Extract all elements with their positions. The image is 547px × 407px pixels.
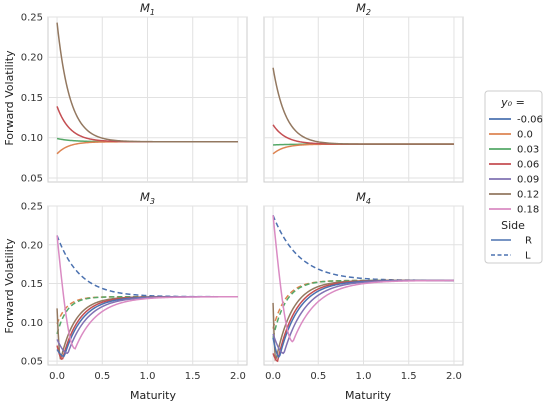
panel-1: 0.05 0.10 0.15 0.20 0.25 M1: [21, 1, 248, 184]
x-tick-label: 0.5: [310, 371, 326, 382]
panel-title: M1: [140, 1, 155, 17]
legend-side-label: R: [525, 236, 532, 247]
axis-labels: Forward Volatility Forward Volatility Ma…: [3, 50, 391, 402]
y-tick-label: 0.20: [21, 53, 43, 64]
legend-side-label: L: [525, 251, 531, 262]
legend-title-side: Side: [501, 219, 525, 232]
panel-title: M2: [356, 1, 371, 17]
series-group: [56, 235, 238, 361]
x-tick-label: 1.0: [356, 371, 372, 382]
y-axis-label-bottom: Forward Volatility: [3, 238, 16, 334]
panel-2: M2: [263, 1, 464, 183]
y-axis-label-top: Forward Volatility: [3, 50, 16, 146]
y-tick-label: 0.05: [21, 173, 43, 184]
y-tick-label: 0.25: [21, 202, 43, 213]
x-tick-label: 2.0: [446, 371, 462, 382]
panel-title: M3: [140, 190, 155, 206]
legend-label: -0.06: [517, 115, 543, 126]
legend-label: 0.0: [517, 130, 533, 141]
panel-3: 0.0 0.5 1.0 1.5 2.0 0.05 0.10 0.15 0.20 0.25 M3: [21, 190, 248, 382]
series-group: [272, 215, 454, 363]
panel-title: M4: [356, 190, 371, 206]
x-axis-label-left: Maturity: [130, 389, 176, 402]
legend-title-y0: y₀ =: [500, 96, 525, 109]
series-line-0.12-R: [272, 67, 454, 145]
x-tick-label: 2.0: [230, 371, 246, 382]
x-tick-label: 0.0: [265, 371, 281, 382]
legend-label: 0.18: [517, 205, 539, 216]
panel-4: 0.0 0.5 1.0 1.5 2.0 M4: [263, 190, 464, 382]
x-tick-label: 1.5: [185, 371, 201, 382]
series-group: [272, 67, 454, 155]
x-tick-label: 1.5: [401, 371, 417, 382]
x-tick-label: 0.0: [49, 371, 65, 382]
series-group: [56, 22, 238, 155]
y-tick-label: 0.20: [21, 240, 43, 251]
series-line-0.18-R: [56, 235, 238, 350]
x-axis-label-right: Maturity: [345, 389, 391, 402]
y-tick-label: 0.10: [21, 133, 43, 144]
y-tick-label: 0.05: [21, 357, 43, 368]
legend-label: 0.06: [517, 160, 539, 171]
y-tick-label: 0.15: [21, 93, 43, 104]
legend-label: 0.12: [517, 190, 539, 201]
legend-label: 0.09: [517, 175, 539, 186]
series-line-0.18-R: [272, 215, 454, 343]
y-tick-label: 0.15: [21, 279, 43, 290]
x-tick-label: 1.0: [140, 371, 156, 382]
legend-label: 0.03: [517, 145, 539, 156]
series-line-0.12-R: [56, 22, 238, 143]
x-tick-label: 0.5: [94, 371, 110, 382]
y-tick-label: 0.10: [21, 318, 43, 329]
y-tick-label: 0.25: [21, 13, 43, 24]
